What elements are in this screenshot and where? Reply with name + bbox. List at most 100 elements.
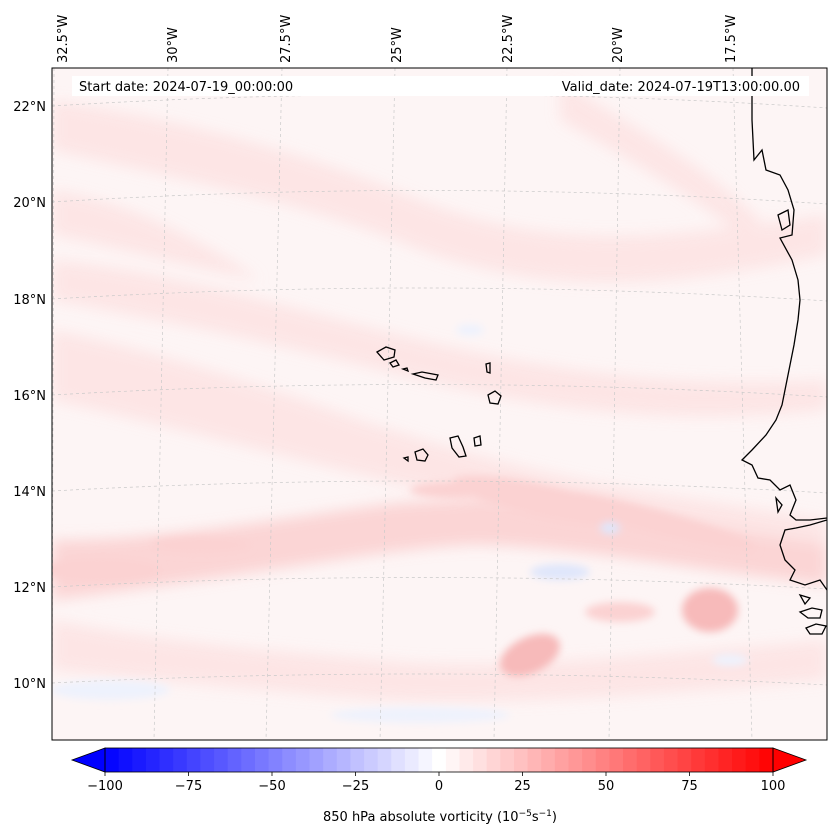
vorticity-band — [560, 80, 760, 250]
vorticity-band — [52, 190, 260, 280]
lon-tick-label: 25°W — [390, 27, 405, 63]
colorbar-cell — [254, 748, 270, 772]
colorbar-extend-low — [70, 747, 106, 773]
colorbar-cell — [418, 748, 433, 772]
vorticity-max — [52, 558, 160, 582]
colorbar-cell — [214, 748, 229, 772]
colorbar-cell — [554, 748, 570, 772]
meridian-gridline — [493, 68, 508, 740]
vorticity-band — [52, 260, 827, 417]
latitude-ticks: 22°N 20°N 18°N 16°N 14°N 12°N 10°N — [13, 100, 46, 692]
colorbar-cell — [377, 748, 392, 772]
colorbar-cell — [364, 748, 379, 772]
colorbar-cell — [105, 748, 120, 772]
meridian-gridline — [608, 68, 621, 740]
island-santiago — [449, 435, 467, 458]
colorbar-cell — [132, 748, 147, 772]
vorticity-min — [712, 654, 748, 666]
vorticity-band — [52, 100, 827, 283]
colorbar-cell — [186, 748, 201, 772]
coastline-africa — [798, 593, 812, 606]
colorbar-tick-label: −100 — [87, 779, 123, 794]
vorticity-band — [52, 620, 827, 702]
vorticity-field — [52, 68, 827, 740]
header-box — [72, 76, 809, 96]
vorticity-max — [410, 482, 490, 498]
colorbar-tick-label: 75 — [681, 779, 698, 794]
lon-tick-label: 32.5°W — [56, 15, 71, 63]
coastline-africa — [777, 209, 791, 232]
coastline — [740, 68, 827, 635]
colorbar-cell — [704, 748, 719, 772]
colorbar-cell — [691, 748, 706, 772]
lat-tick-label: 14°N — [13, 485, 46, 500]
lat-tick-label: 18°N — [13, 293, 46, 308]
colorbar-tick-label: 50 — [598, 779, 615, 794]
lon-tick-label: 27.5°W — [279, 15, 294, 63]
colorbar-cell — [568, 748, 583, 772]
lon-tick-label: 30°W — [166, 27, 181, 63]
island-brava — [402, 456, 409, 463]
colorbar-cell — [595, 748, 610, 772]
colorbar-cell — [118, 748, 133, 772]
island-maio — [473, 435, 482, 447]
colorbar-cell — [486, 748, 501, 772]
colorbar-cell — [159, 748, 174, 772]
vorticity-min — [530, 564, 590, 580]
coastline-africa — [740, 68, 827, 521]
coastline-africa — [779, 519, 827, 591]
parallel-gridline — [52, 673, 827, 686]
colorbar-cell — [663, 748, 679, 772]
colorbar-cell — [227, 748, 242, 772]
colorbar-extend-high — [772, 747, 808, 773]
longitude-ticks: 32.5°W 30°W 27.5°W 25°W 22.5°W 20°W 17.5… — [56, 15, 739, 63]
colorbar-tick-label: −50 — [258, 779, 285, 794]
vorticity-max — [150, 537, 250, 553]
vorticity-max — [585, 602, 655, 622]
meridian-gridline — [153, 68, 169, 740]
island-fogo — [414, 448, 429, 462]
colorbar-cell — [309, 748, 324, 772]
colorbar-cell — [268, 748, 283, 772]
colorbar-cell — [459, 748, 474, 772]
colorbar-cell — [336, 748, 351, 772]
island-sao-nicolau — [410, 371, 439, 381]
lat-tick-label: 10°N — [13, 677, 46, 692]
colorbar-cell — [445, 748, 460, 772]
meridian-gridline — [265, 68, 283, 740]
colorbar-cell — [759, 748, 774, 772]
island-boa-vista — [487, 390, 502, 405]
parallel-gridline — [52, 384, 827, 398]
colorbar-cell — [295, 748, 310, 772]
colorbar: −100 −75 −50 −25 0 25 50 75 100 850 hPa absolute… — [70, 747, 808, 825]
map-frame — [51, 67, 828, 741]
vorticity-band — [52, 330, 827, 560]
colorbar-cell — [323, 748, 338, 772]
colorbar-cell — [745, 748, 760, 772]
parallel-gridline — [52, 577, 827, 590]
colorbar-cell — [623, 748, 638, 772]
colorbar-ticks: −100 −75 −50 −25 0 25 50 75 100 — [87, 772, 785, 794]
colorbar-cell — [282, 748, 297, 772]
vorticity-min — [456, 324, 484, 336]
lon-tick-label: 22.5°W — [501, 15, 516, 63]
colorbar-cell — [173, 748, 188, 772]
vorticity-min — [330, 707, 510, 723]
colorbar-tick-label: 25 — [514, 779, 531, 794]
colorbar-tick-label: −75 — [175, 779, 202, 794]
lon-tick-label: 20°W — [611, 27, 626, 63]
colorbar-cell — [718, 748, 733, 772]
colorbar-tick-label: 100 — [761, 779, 786, 794]
vorticity-max — [500, 633, 560, 677]
colorbar-cell — [241, 748, 256, 772]
colorbar-cells — [105, 748, 774, 772]
parallel-gridline — [52, 480, 827, 494]
colorbar-cell — [677, 748, 692, 772]
lat-tick-label: 16°N — [13, 389, 46, 404]
valid-date-label: Valid_date: 2024-07-19T13:00:00.00 — [562, 80, 800, 95]
lat-tick-label: 22°N — [13, 100, 46, 115]
colorbar-cell — [582, 748, 597, 772]
parallel-gridline — [52, 190, 827, 205]
colorbar-cell — [527, 748, 542, 772]
